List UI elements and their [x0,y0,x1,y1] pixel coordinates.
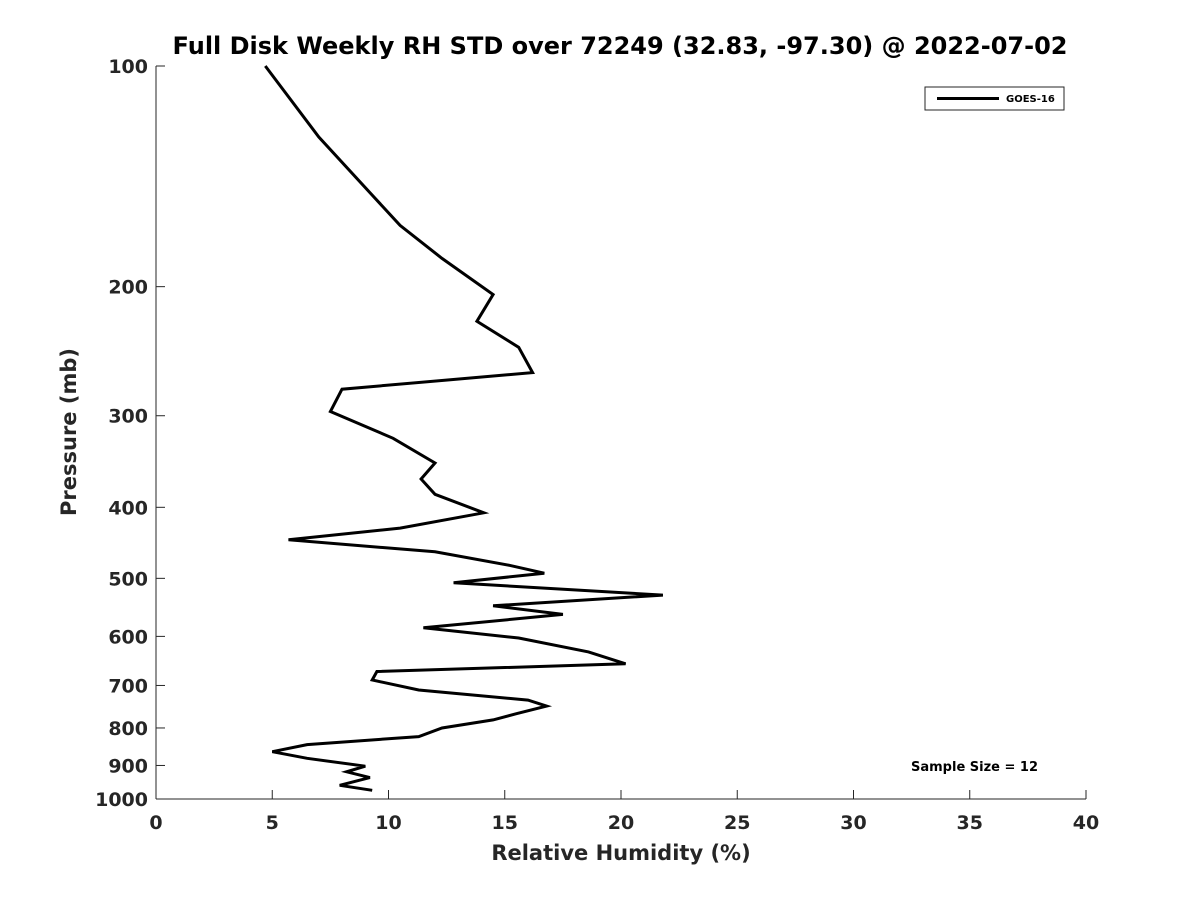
x-tick-label: 30 [840,812,866,834]
y-tick-label: 1000 [95,789,148,811]
y-tick-label: 600 [108,626,148,648]
sample-size-annotation: Sample Size = 12 [911,760,1038,775]
y-tick-label: 800 [108,718,148,740]
y-tick-label: 200 [108,277,148,299]
series-layer [264,65,663,792]
legend: GOES-16 [924,86,1065,111]
x-tick-label: 5 [266,812,279,834]
x-tick-label: 35 [957,812,983,834]
x-tick-label: 40 [1073,812,1099,834]
y-axis-label: Pressure (mb) [57,348,81,516]
legend-entry-goes-16: GOES-16 [1006,94,1055,105]
chart-title: Full Disk Weekly RH STD over 72249 (32.8… [173,32,1068,60]
y-axis-ticks: 100 200 300 400 500 600 700 800 900 1000 [95,56,165,811]
y-tick-label: 400 [108,497,148,519]
x-axis-label: Relative Humidity (%) [491,841,750,865]
x-tick-label: 25 [724,812,750,834]
plot-area [155,66,1086,800]
y-tick-label: 100 [108,56,148,78]
series-line-goes-16 [264,65,663,792]
x-tick-label: 0 [149,812,162,834]
x-tick-label: 20 [608,812,634,834]
x-axis-ticks: 0 5 10 15 20 25 30 35 40 [149,790,1099,834]
y-tick-label: 500 [108,568,148,590]
x-tick-label: 10 [375,812,401,834]
y-tick-label: 700 [108,675,148,697]
y-tick-label: 300 [108,406,148,428]
x-tick-label: 15 [492,812,518,834]
y-tick-label: 900 [108,755,148,777]
